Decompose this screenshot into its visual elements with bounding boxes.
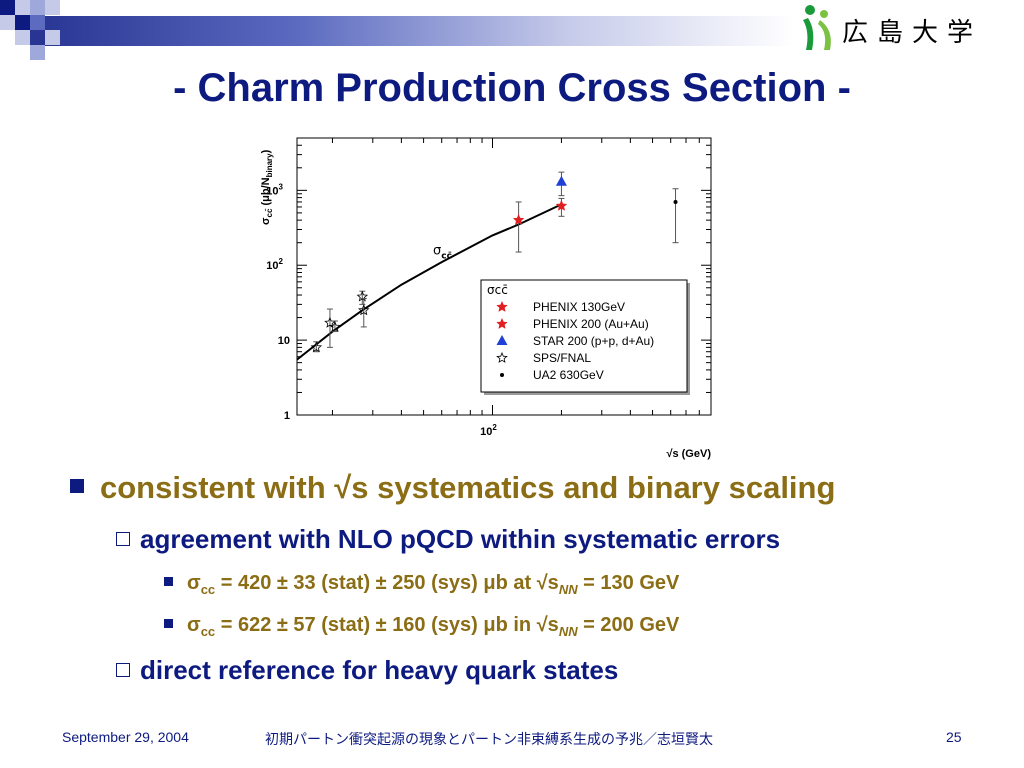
y-label-close: ) xyxy=(260,149,272,153)
hollow-square-bullet-icon xyxy=(116,663,130,677)
legend-marker xyxy=(500,373,504,377)
sigma-subscript: cc xyxy=(200,624,216,639)
data-points xyxy=(310,171,679,353)
data-point-4 xyxy=(329,320,341,332)
data-point-4 xyxy=(358,304,370,316)
x-tick-label-exponent: 2 xyxy=(492,423,497,432)
footer-page-number: 25 xyxy=(946,729,962,745)
legend-entry: UA2 630GeV xyxy=(533,368,604,382)
logo-mark-icon xyxy=(803,5,831,50)
bullet-text-end: = 130 GeV xyxy=(577,572,680,594)
curve-label-sub: cc̄ xyxy=(441,251,452,261)
bullet-level1: consistent with √s systematics and binar… xyxy=(70,470,835,506)
slide-title: - Charm Production Cross Section - xyxy=(173,66,851,110)
data-point-3 xyxy=(555,175,567,186)
small-square-bullet-icon xyxy=(164,619,173,628)
y-tick-label: 1 xyxy=(284,410,290,422)
y-tick-label: 102 xyxy=(266,257,283,272)
data-point-4 xyxy=(310,341,323,353)
y-tick-label-exponent: 2 xyxy=(279,257,284,266)
nn-subscript: NN xyxy=(558,624,578,639)
sigma-symbol: σ xyxy=(187,572,201,594)
data-point-2 xyxy=(555,199,568,211)
title-band xyxy=(34,16,794,46)
legend-marker xyxy=(496,300,508,312)
y-label-sigma: σ xyxy=(260,217,272,225)
legend-entry: STAR 200 (p+p, d+Au) xyxy=(533,334,654,348)
footer-date: September 29, 2004 xyxy=(62,729,189,745)
legend-entry: PHENIX 130GeV xyxy=(533,300,625,314)
y-tick-label: 10 xyxy=(278,335,290,347)
sigma-subscript: cc xyxy=(200,582,216,597)
bullet-level3: σcc = 420 ± 33 (stat) ± 250 (sys) μb at … xyxy=(164,572,679,597)
legend-marker xyxy=(496,317,508,329)
bullet-level2: direct reference for heavy quark states xyxy=(116,655,618,686)
bullet-text: = 622 ± 57 (stat) ± 160 (sys) μb in √s xyxy=(215,614,559,636)
data-point-5 xyxy=(673,199,678,204)
bullet-level3: σcc = 622 ± 57 (stat) ± 160 (sys) μb in … xyxy=(164,614,679,639)
square-bullet-icon xyxy=(70,479,84,493)
y-label-units: (μb/N xyxy=(260,177,272,208)
bullet-text: agreement with NLO pQCD within systemati… xyxy=(140,524,781,554)
bullet-text: = 420 ± 33 (stat) ± 250 (sys) μb at √s xyxy=(215,572,559,594)
nn-subscript: NN xyxy=(558,582,578,597)
legend: σcc̄ PHENIX 130GeV PHENIX 200 (Au+Au) STAR … xyxy=(480,279,690,395)
axis-ticks xyxy=(297,137,712,416)
small-square-bullet-icon xyxy=(164,577,173,586)
bullet-level2: agreement with NLO pQCD within systemati… xyxy=(116,524,780,555)
bullet-text: consistent with √s systematics and binar… xyxy=(100,470,836,505)
legend-marker xyxy=(496,351,508,363)
legend-marker xyxy=(496,335,508,345)
hollow-square-bullet-icon xyxy=(116,532,130,546)
sigma-symbol: σ xyxy=(187,614,201,636)
university-logo: 広島大学 xyxy=(800,2,1000,54)
y-axis-label: σcc̄ (μb/Nbinary) xyxy=(260,149,274,225)
legend-entry: PHENIX 200 (Au+Au) xyxy=(533,317,649,331)
footer-title: 初期パートン衝突起源の現象とパートン非束縛系生成の予兆／志垣賢太 xyxy=(265,731,713,747)
x-tick-label: 102 xyxy=(480,423,497,438)
y-label-binary: binary xyxy=(265,153,274,178)
logo-text: 広島大学 xyxy=(842,18,983,48)
x-axis-label: √s (GeV) xyxy=(666,448,711,460)
corner-decoration xyxy=(0,0,70,70)
y-label-sub: cc̄ xyxy=(265,208,274,218)
bullet-text: direct reference for heavy quark states xyxy=(140,655,619,685)
bullet-text-end: = 200 GeV xyxy=(577,614,680,636)
legend-entry: SPS/FNAL xyxy=(533,351,591,365)
y-tick-label-exponent: 3 xyxy=(279,182,284,191)
legend-title: σcc̄ xyxy=(487,283,508,297)
legend-box xyxy=(480,279,688,393)
data-point-1 xyxy=(512,213,525,226)
